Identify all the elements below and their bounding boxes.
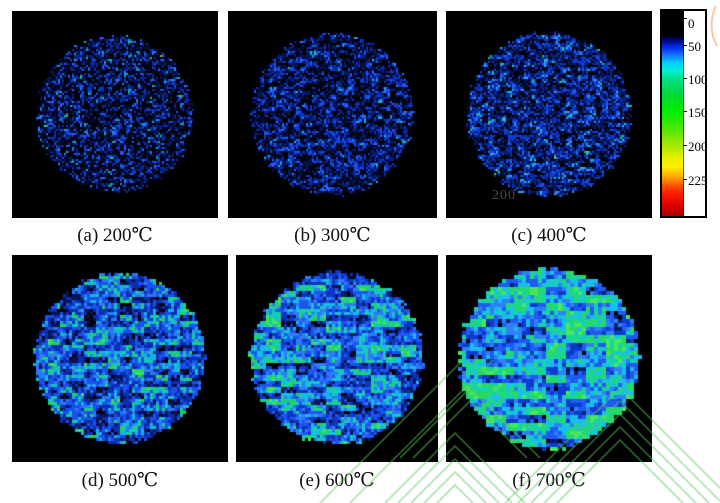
sample-map-canvas-f <box>446 255 652 462</box>
colorbar-tick-mark <box>683 111 687 113</box>
panel-c-faint-number: 200 <box>492 188 516 203</box>
panel-d-500c <box>12 255 228 462</box>
caption-e: (e) 600℃ <box>299 470 375 491</box>
colorbar-tick-label: 200 <box>688 139 708 155</box>
colorbar-tick-label: 50 <box>688 39 701 55</box>
sample-map-canvas-e <box>236 255 438 462</box>
sample-map-canvas-a <box>12 11 218 218</box>
colorbar-gradient <box>662 11 684 216</box>
panel-c-400c: 200 <box>446 11 652 218</box>
colorbar-labels: 0 50 100 150 200 225 <box>683 11 708 216</box>
caption-a: (a) 200℃ <box>77 225 153 246</box>
caption-c: (c) 400℃ <box>511 225 587 246</box>
sample-map-canvas-d <box>12 255 228 462</box>
sample-map-canvas-b <box>228 11 437 218</box>
caption-b: (b) 300℃ <box>294 225 371 246</box>
colorbar-tick-mark <box>683 178 687 180</box>
caption-f: (f) 700℃ <box>512 470 586 491</box>
panel-f-700c <box>446 255 652 462</box>
colorbar-tick-mark <box>683 17 687 19</box>
colorbar-tick-mark <box>683 45 687 47</box>
colorbar-tick-mark <box>683 78 687 80</box>
colorbar-tick-mark <box>683 145 687 147</box>
colorbar: 0 50 100 150 200 225 <box>660 9 708 218</box>
panel-a-200c <box>12 11 218 218</box>
sample-map-canvas-c <box>446 11 652 218</box>
panel-b-300c <box>228 11 437 218</box>
caption-d: (d) 500℃ <box>81 470 159 491</box>
panel-e-600c <box>236 255 438 462</box>
colorbar-tick-label: 100 <box>688 72 708 88</box>
colorbar-tick-label: 150 <box>688 105 708 121</box>
colorbar-tick-label: 0 <box>688 15 695 31</box>
colorbar-tick-label: 225 <box>688 172 708 188</box>
